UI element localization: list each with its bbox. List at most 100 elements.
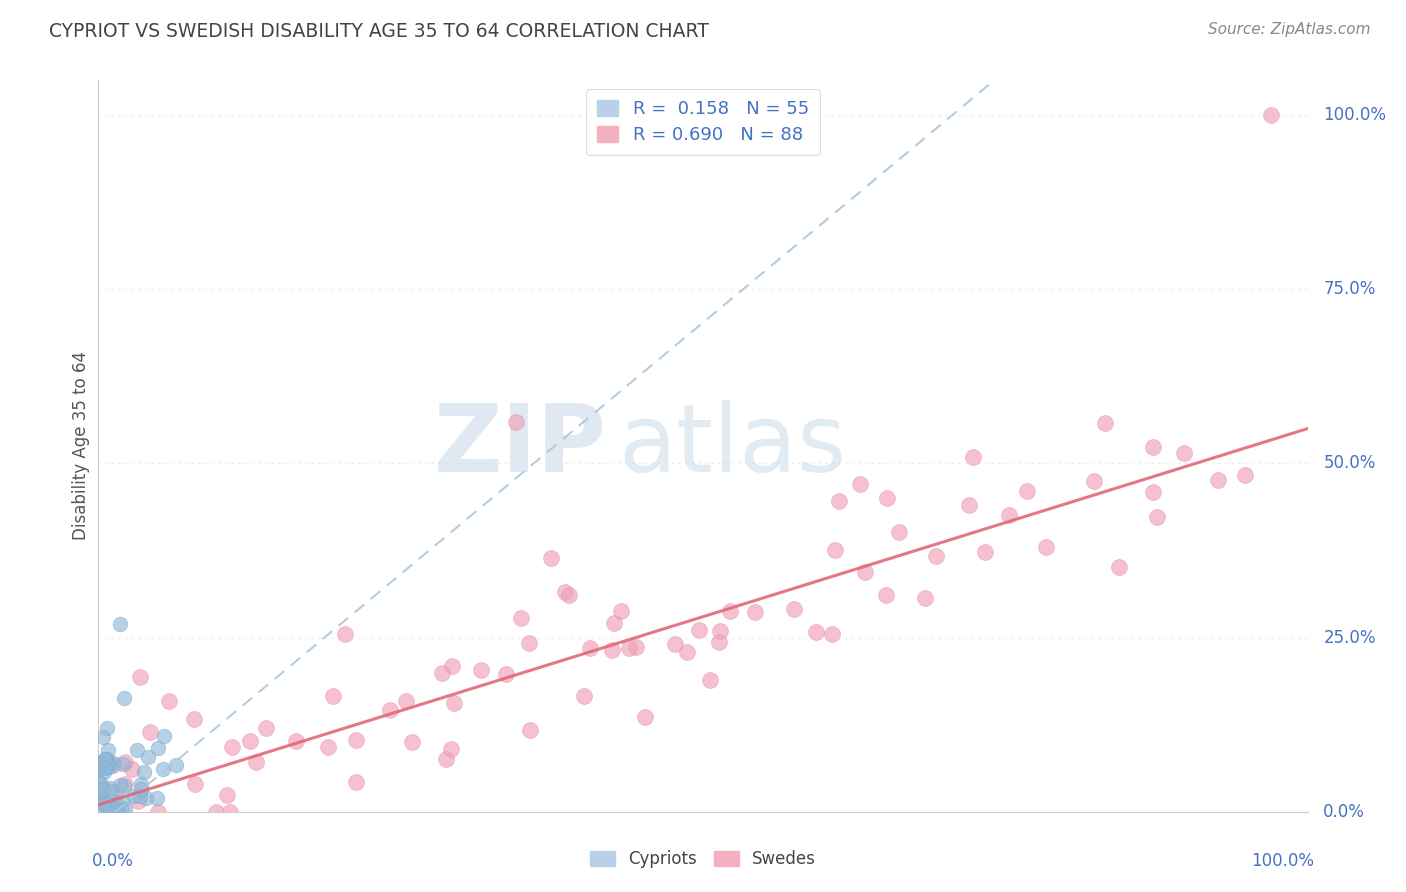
Point [974,545,997,559]
Point [98,801,121,815]
Point [998,508,1021,522]
Point [1108,559,1130,574]
Point [135,791,157,805]
Point [94,755,117,769]
Point [1083,474,1105,488]
Text: 25.0%: 25.0% [1323,629,1376,647]
Point [574,689,596,703]
Point [112,691,135,706]
Point [600,643,623,657]
Point [127,794,149,808]
Point [1142,440,1164,454]
Point [664,637,686,651]
Point [579,640,602,655]
Point [470,663,492,677]
Point [849,477,872,491]
Point [105,803,128,817]
Point [111,794,134,808]
Point [129,777,152,791]
Point [89,761,111,775]
Point [430,665,453,680]
Point [505,415,527,429]
Point [1035,541,1057,555]
Point [395,694,418,708]
Point [152,762,174,776]
Point [114,777,136,791]
Point [184,777,207,791]
Point [146,805,169,819]
Point [87,775,110,789]
Point [97,805,120,819]
Text: atlas: atlas [619,400,846,492]
Point [148,741,170,756]
Point [91,781,114,796]
Point [127,742,149,756]
Point [111,756,134,771]
Point [876,491,898,505]
Point [96,756,118,770]
Point [87,789,110,804]
Point [129,789,152,803]
Point [145,791,167,805]
Point [94,796,117,810]
Point [853,565,876,579]
Point [87,789,110,803]
Point [1173,446,1195,460]
Point [128,670,150,684]
Point [434,752,457,766]
Point [138,725,160,739]
Point [744,605,766,619]
Point [333,626,356,640]
Point [828,493,851,508]
Point [89,786,111,800]
Point [131,781,153,796]
Point [138,750,160,764]
Point [122,789,145,804]
Point [114,756,136,770]
Point [89,756,111,770]
Point [284,734,307,748]
Point [557,588,579,602]
Point [103,757,125,772]
Point [517,635,540,649]
Point [91,731,114,745]
Legend: R =  0.158   N = 55, R = 0.690   N = 88: R = 0.158 N = 55, R = 0.690 N = 88 [586,89,820,154]
Point [718,604,741,618]
Point [93,764,115,779]
Point [1260,108,1282,122]
Point [205,805,228,819]
Point [94,760,117,774]
Point [401,734,423,748]
Point [108,778,131,792]
Point [519,723,541,737]
Point [87,784,110,798]
Point [93,796,115,810]
Point [98,780,121,795]
Point [96,721,118,735]
Point [1234,468,1257,483]
Point [440,742,463,756]
Point [157,694,180,708]
Point [245,755,267,769]
Text: 50.0%: 50.0% [1323,454,1375,473]
Point [619,641,641,656]
Point [1142,485,1164,500]
Point [98,760,121,774]
Point [183,712,205,726]
Point [806,624,828,639]
Point [1146,509,1168,524]
Point [610,604,633,618]
Point [105,795,128,809]
Point [132,764,155,779]
Point [603,615,626,630]
Point [103,802,125,816]
Point [821,627,844,641]
Legend: Cypriots, Swedes: Cypriots, Swedes [583,844,823,875]
Text: 100.0%: 100.0% [1250,852,1313,870]
Point [441,658,464,673]
Point [107,805,129,819]
Point [103,790,125,805]
Text: CYPRIOT VS SWEDISH DISABILITY AGE 35 TO 64 CORRELATION CHART: CYPRIOT VS SWEDISH DISABILITY AGE 35 TO … [49,22,709,41]
Point [378,703,401,717]
Point [344,775,367,789]
